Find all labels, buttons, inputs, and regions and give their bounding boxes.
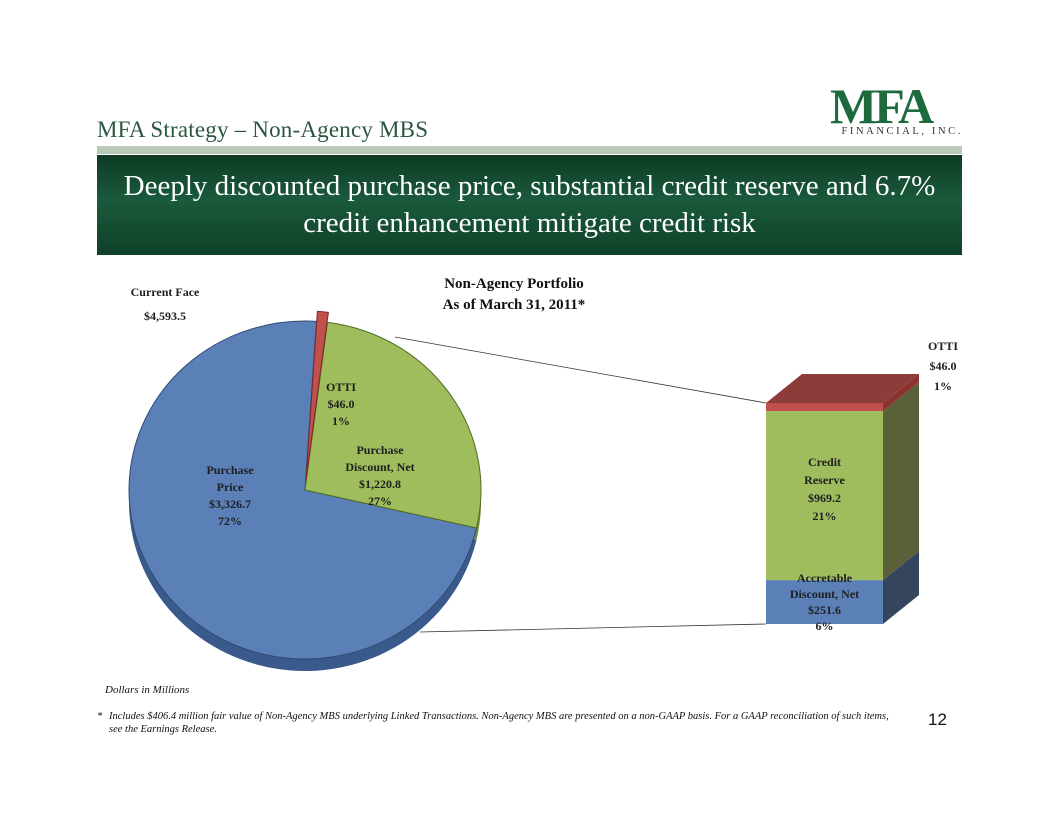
current-face-label: Current Face <box>131 285 200 299</box>
pie-label-purchase-discount-line-0: Purchase <box>356 443 404 457</box>
bar-label-credit-reserve-line-0: Credit <box>808 455 841 469</box>
pie-label-purchase-price-line-2: $3,326.7 <box>209 497 251 511</box>
company-logo: MFA FINANCIAL, INC. <box>818 78 963 140</box>
slide-title: MFA Strategy – Non-Agency MBS <box>97 117 429 142</box>
pie-label-purchase-discount-line-2: $1,220.8 <box>359 477 401 491</box>
page-number: 12 <box>928 710 947 729</box>
pie-slice-purchase-price <box>128 320 478 660</box>
pie-chart-title: Non-Agency Portfolio As of March 31, 2011… <box>443 276 586 313</box>
current-face-value: $4,593.5 <box>144 309 186 323</box>
bar-segment-accretable-discount-net <box>766 580 883 624</box>
bar-segment-otti-side <box>883 374 919 412</box>
bar-label-otti-line-0: OTTI <box>928 339 958 353</box>
title-rule <box>97 146 962 154</box>
bar-label-otti-line-2: 1% <box>934 379 952 393</box>
logo-subtitle: FINANCIAL, INC. <box>841 126 963 137</box>
pie-label-purchase-price-line-1: Price <box>217 480 244 494</box>
pie-total-label: Current Face $4,593.5 <box>131 285 200 323</box>
headline-banner: Deeply discounted purchase price, substa… <box>97 155 962 255</box>
bar-segment-otti <box>766 403 883 412</box>
pie-label-otti-line-2: 1% <box>332 414 350 428</box>
bar-top-cap <box>766 374 919 403</box>
connector-bottom <box>419 623 767 633</box>
units-note: Dollars in Millions <box>105 684 190 696</box>
pie-label-purchase-discount-line-3: 27% <box>368 494 392 508</box>
pie-title-line-0: Non-Agency Portfolio <box>444 276 584 292</box>
bar-label-credit-reserve-line-3: 21% <box>813 509 837 523</box>
bar-label-credit-reserve-line-1: Reserve <box>804 473 845 487</box>
pie-chart: Purchase Price $3,326.7 72% Purchase Discount… <box>128 310 482 672</box>
footnote-marker: * <box>97 711 103 722</box>
headline-text: Deeply discounted purchase price, substa… <box>123 170 936 239</box>
pie-slice-otti <box>305 310 329 481</box>
bar-label-otti-line-1: $46.0 <box>930 359 957 373</box>
pie-slice-purchase-discount <box>304 321 482 529</box>
bar-segment-accretable-discount-net-side <box>883 551 919 624</box>
pie-title-line-1: As of March 31, 2011* <box>443 297 586 313</box>
bar-label-accretable-line-2: $251.6 <box>808 603 841 617</box>
pie-label-otti-line-0: OTTI <box>326 380 356 394</box>
pie-label-purchase-price-line-0: Purchase <box>206 463 254 477</box>
bar-segment-credit-reserve-side <box>883 382 919 581</box>
bar-label-accretable-line-1: Discount, Net <box>790 587 859 601</box>
bar-segment-credit-reserve <box>766 411 883 581</box>
pie-label-otti-line-1: $46.0 <box>328 397 355 411</box>
connector-lines <box>394 336 767 633</box>
logo-mark: MFA <box>830 78 934 134</box>
stacked-bar-chart: Accretable Discount, Net $251.6 6% Credit Res… <box>766 339 958 633</box>
footnote-text: Includes $406.4 million fair value of No… <box>109 711 889 735</box>
connector-top <box>394 336 767 404</box>
bar-label-accretable-line-0: Accretable <box>797 571 853 585</box>
pie-label-purchase-price-line-3: 72% <box>218 514 242 528</box>
bar-label-credit-reserve-line-2: $969.2 <box>808 491 841 505</box>
pie-label-purchase-discount-line-1: Discount, Net <box>345 460 414 474</box>
bar-label-accretable-line-3: 6% <box>816 619 834 633</box>
